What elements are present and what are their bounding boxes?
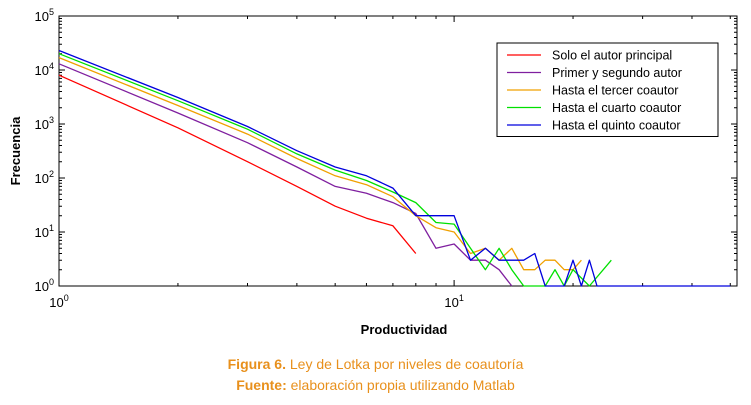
y-tick-exponent: 3 [49, 115, 54, 125]
y-tick-exponent: 5 [49, 7, 54, 17]
y-axis-label: Frecuencia [8, 116, 23, 185]
y-tick-exponent: 2 [49, 169, 54, 179]
axis-labels: Productividad Frecuencia [8, 116, 447, 337]
y-tick-label: 105 [35, 7, 54, 24]
y-tick-base: 10 [35, 9, 49, 24]
series-line-5 [58, 49, 731, 287]
legend: Solo el autor principal Primer y segundo … [496, 42, 719, 137]
x-tick-base: 10 [444, 295, 458, 310]
y-tick-base: 10 [35, 279, 49, 294]
x-axis-label: Productividad [361, 322, 448, 337]
y-tick-label: 100 [35, 277, 54, 294]
legend-entry: Hasta el quinto coautor [552, 119, 681, 133]
x-tick-base: 10 [49, 295, 63, 310]
source-text: elaboración propia utilizando Matlab [286, 377, 515, 393]
x-tick-label: 100 [49, 293, 68, 310]
y-tick-label: 102 [35, 169, 54, 186]
legend-entry: Hasta el tercer coautor [552, 84, 678, 98]
y-tick-label: 104 [35, 61, 54, 78]
figure-caption: Figura 6. Ley de Lotka por niveles de co… [0, 356, 751, 372]
y-tick-exponent: 4 [49, 61, 54, 71]
x-tick-exponent: 0 [64, 293, 69, 303]
x-tick-exponent: 1 [459, 293, 464, 303]
y-tick-base: 10 [35, 225, 49, 240]
series-line-1 [58, 74, 417, 254]
legend-entry: Hasta el cuarto coautor [552, 101, 681, 115]
y-tick-base: 10 [35, 117, 49, 132]
series-line-4 [58, 53, 612, 287]
figure-number: Figura 6. [227, 356, 286, 372]
source-label: Fuente: [236, 377, 287, 393]
series-layer [58, 49, 731, 287]
x-tick-label: 101 [444, 293, 463, 310]
y-tick-exponent: 0 [49, 277, 54, 287]
y-tick-exponent: 1 [49, 223, 54, 233]
legend-entry: Solo el autor principal [552, 49, 672, 63]
series-line-2 [58, 63, 513, 287]
figure-source: Fuente: elaboración propia utilizando Ma… [0, 377, 751, 393]
figure-title: Ley de Lotka por niveles de coautoría [285, 356, 524, 372]
y-tick-label: 101 [35, 223, 54, 240]
legend-entry: Primer y segundo autor [552, 66, 682, 80]
y-tick-label: 103 [35, 115, 54, 132]
series-line-3 [58, 56, 582, 271]
y-tick-base: 10 [35, 63, 49, 78]
y-tick-base: 10 [35, 171, 49, 186]
